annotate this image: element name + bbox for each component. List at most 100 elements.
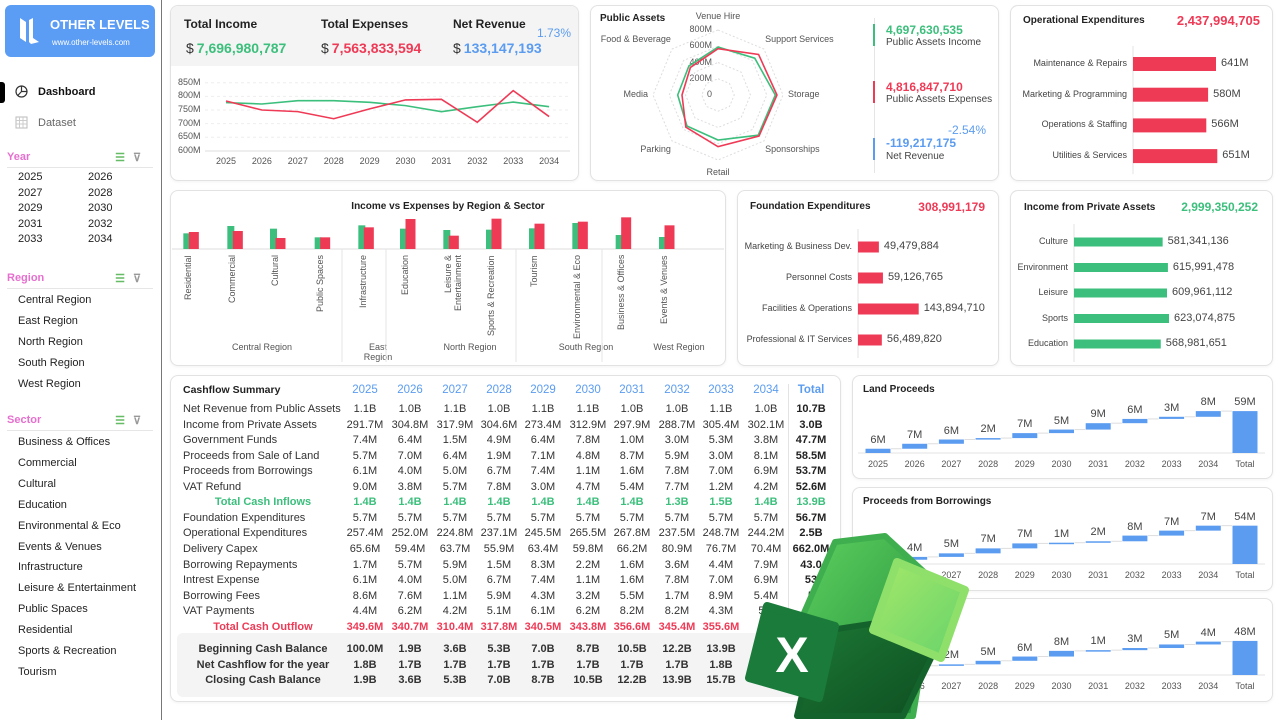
cell-value: 3.6M [664, 558, 690, 571]
region-label: South Region [558, 342, 614, 352]
row-label: Borrowing Repayments [183, 558, 298, 571]
brand-logo[interactable]: OTHER LEVELS www.other-levels.com [5, 5, 155, 57]
bar-category-label: Leisure [1038, 287, 1068, 297]
clear-filter-icon[interactable]: ⊽ [132, 152, 149, 164]
filter-sector-item[interactable]: Commercial [18, 456, 77, 469]
cell-value: 80.9M [661, 542, 693, 555]
cell-value: 237.1M [480, 527, 518, 540]
net-revenue-pct: 1.73% [537, 26, 572, 40]
cell-value: 55.9M [483, 542, 515, 555]
filter-region-item[interactable]: Central Region [18, 294, 92, 306]
filter-region-item[interactable]: East Region [18, 315, 78, 327]
filter-sector-item[interactable]: Events & Venues [18, 540, 102, 553]
multi-select-icon[interactable]: ☰ [115, 152, 133, 164]
value: 7,563,833,594 [331, 40, 422, 56]
filter-sector-item[interactable]: Tourism [18, 665, 57, 678]
filter-year-2026[interactable]: 2026 [88, 171, 113, 183]
balance-value: 1.7B [576, 658, 600, 671]
cell-value: 6.1M [530, 605, 556, 618]
bar-value-label: 566M [1211, 118, 1239, 131]
filter-region-item[interactable]: South Region [18, 357, 85, 369]
table-icon [15, 116, 28, 129]
radar-tick-label: 600M [689, 40, 712, 51]
filter-sector-item[interactable]: Business & Offices [18, 436, 111, 448]
cell-value: 304.6M [480, 418, 518, 431]
balance-value: 7.0B [487, 674, 511, 686]
brand-name: OTHER LEVELS [50, 17, 150, 32]
nav-dashboard[interactable]: Dashboard [15, 85, 95, 98]
panel-total: 2,999,350,252 [1181, 200, 1258, 214]
cell-value: 5.5M [619, 589, 645, 602]
multi-select-icon[interactable]: ☰ [115, 415, 133, 427]
row-label: Operational Expenditures [183, 527, 308, 540]
filter-year-2028[interactable]: 2028 [88, 186, 113, 199]
filter-year-2032[interactable]: 2032 [88, 217, 113, 230]
filter-region-item[interactable]: North Region [18, 336, 83, 348]
waterfall-x-label: 2032 [1124, 681, 1145, 691]
filter-year-2031[interactable]: 2031 [18, 217, 43, 230]
filter-year-2025[interactable]: 2025 [18, 171, 43, 183]
clear-filter-icon[interactable]: ⊽ [132, 415, 149, 427]
row-label: Proceeds from Sale of Land [183, 449, 320, 462]
waterfall-x-label: 2027 [941, 570, 962, 580]
filter-year-2033[interactable]: 2033 [18, 233, 43, 245]
balance-value: 12.2B [662, 643, 692, 655]
cell-value: 5.7M [708, 511, 734, 524]
panel-total: 308,991,179 [918, 200, 985, 214]
waterfall-x-label: 2032 [1124, 570, 1145, 580]
cell-value: 1.1M [575, 465, 601, 478]
excel-x-tile [745, 602, 839, 702]
filter-sector-item[interactable]: Education [18, 498, 67, 511]
filter-sector-item[interactable]: Public Spaces [18, 603, 88, 616]
balance-value: 1.9B [353, 674, 377, 686]
nav-dataset[interactable]: Dataset [15, 116, 76, 129]
cell-value: 5.7M [575, 511, 601, 524]
filter-sector-item[interactable]: Cultural [18, 477, 56, 490]
filter-year-2030[interactable]: 2030 [88, 202, 113, 214]
clear-filter-icon[interactable]: ⊽ [132, 273, 149, 285]
filter-year-2034[interactable]: 2034 [88, 233, 113, 245]
waterfall-value-label: 59M [1234, 396, 1256, 409]
bar-category-label: Sports [1041, 312, 1068, 323]
row-label: Intrest Expense [183, 574, 260, 587]
waterfall-value-label: 5M [943, 538, 960, 551]
filter-sector-item[interactable]: Environmental & Eco [18, 519, 121, 532]
balance-value: 15.7B [706, 674, 736, 686]
sector-label: Public Spaces [314, 255, 325, 313]
cell-value: 6.4M [397, 434, 423, 447]
filter-sector-item[interactable]: Sports & Recreation [18, 645, 117, 657]
bar-value-label: 143,894,710 [923, 302, 985, 314]
waterfall-value-label: 7M [1163, 515, 1180, 528]
cell-value: 3.0M [708, 449, 734, 462]
panel-title: Public Assets [600, 13, 666, 24]
waterfall-value-label: 8M [1127, 520, 1143, 533]
filter-sector-item[interactable]: Leisure & Entertainment [18, 582, 137, 595]
waterfall-value-label: 2M [943, 649, 960, 662]
balance-value: 3.6B [398, 674, 422, 686]
cell-value: 5.9M [486, 589, 512, 602]
kpi-panel: Total Income $7,696,980,787 Total Expens… [170, 5, 579, 181]
filter-region-item[interactable]: West Region [18, 378, 81, 390]
filter-sector-item[interactable]: Infrastructure [18, 561, 83, 574]
label: Net Revenue [886, 151, 945, 162]
filter-sector-item[interactable]: Residential [18, 624, 73, 637]
value: 133,147,193 [463, 40, 542, 56]
row-total: 13.9B [796, 496, 826, 509]
cell-value: 305.4M [702, 418, 740, 431]
net-pct: -2.54% [948, 123, 987, 137]
cell-value: 6.9M [753, 574, 779, 587]
filter-year-2027[interactable]: 2027 [18, 186, 43, 199]
cell-value: 5.7M [442, 480, 468, 493]
cell-value: 4.9M [486, 434, 512, 447]
multi-select-icon[interactable]: ☰ [115, 273, 133, 285]
cell-value: 66.2M [616, 542, 648, 555]
cell-value: 1.7M [664, 589, 690, 602]
balance-value: 1.7B [487, 658, 511, 671]
cell-value: 1.4B [487, 496, 511, 509]
cell-value: 340.7M [391, 620, 429, 633]
row-total: 10.7B [796, 403, 826, 415]
cell-value: 5.7M [442, 511, 468, 524]
filter-title: Year [7, 151, 31, 163]
filter-year-2029[interactable]: 2029 [18, 202, 43, 214]
sector-label: Sports & Recreation [486, 255, 496, 336]
